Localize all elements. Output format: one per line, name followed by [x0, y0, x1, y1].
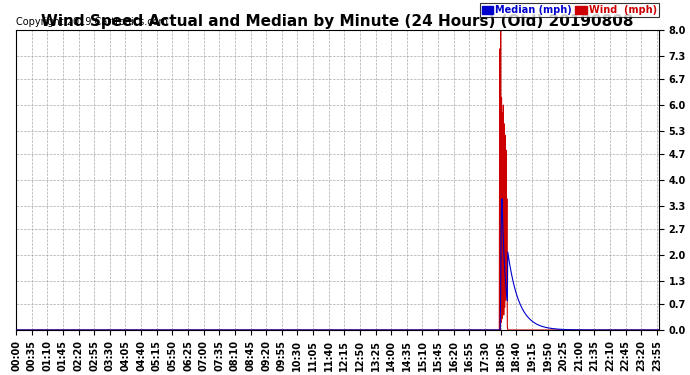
Title: Wind Speed Actual and Median by Minute (24 Hours) (Old) 20190808: Wind Speed Actual and Median by Minute (… — [41, 14, 633, 29]
Text: Copyright 2019 Cartronics.com: Copyright 2019 Cartronics.com — [16, 17, 168, 27]
Legend: Median (mph), Wind  (mph): Median (mph), Wind (mph) — [480, 3, 659, 17]
